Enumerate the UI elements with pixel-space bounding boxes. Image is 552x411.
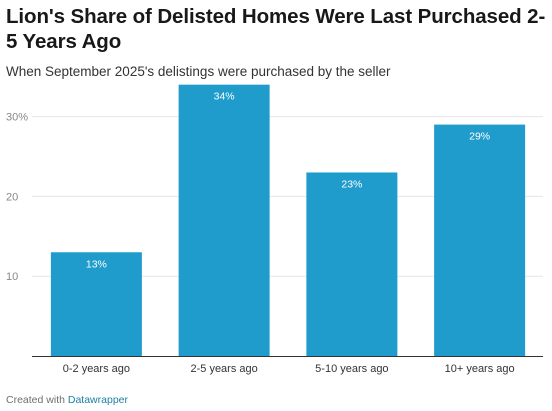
- bar[interactable]: [306, 172, 398, 356]
- x-tick-label: 2-5 years ago: [190, 363, 257, 375]
- footer-prefix: Created with: [6, 394, 65, 406]
- bar-value-label: 23%: [341, 178, 362, 190]
- footer-credit: Created with Datawrapper: [6, 394, 128, 407]
- bar-value-label: 34%: [214, 91, 235, 103]
- y-tick-label: 20: [6, 191, 18, 203]
- y-tick-label: 30%: [6, 112, 28, 124]
- bar-value-label: 29%: [469, 131, 490, 143]
- bar[interactable]: [178, 84, 270, 357]
- bar[interactable]: [434, 124, 526, 356]
- x-axis-tick-labels: 0-2 years ago 2-5 years ago 5-10 years ago…: [63, 363, 515, 375]
- x-tick-label: 5-10 years ago: [315, 363, 388, 375]
- bars: [50, 84, 526, 357]
- x-tick-label: 10+ years ago: [445, 363, 515, 375]
- bar[interactable]: [50, 252, 142, 356]
- y-axis-tick-labels: 10 20 30%: [6, 112, 28, 284]
- chart-title: Lion's Share of Delisted Homes Were Last…: [6, 5, 546, 53]
- footer-brand-link[interactable]: Datawrapper: [67, 394, 128, 406]
- chart-subtitle: When September 2025's delistings were pu…: [6, 64, 391, 79]
- bar-value-label: 13%: [86, 258, 107, 270]
- x-tick-label: 0-2 years ago: [63, 363, 130, 375]
- y-tick-label: 10: [6, 271, 18, 283]
- bar-value-labels: 13% 34% 23% 29%: [86, 91, 490, 271]
